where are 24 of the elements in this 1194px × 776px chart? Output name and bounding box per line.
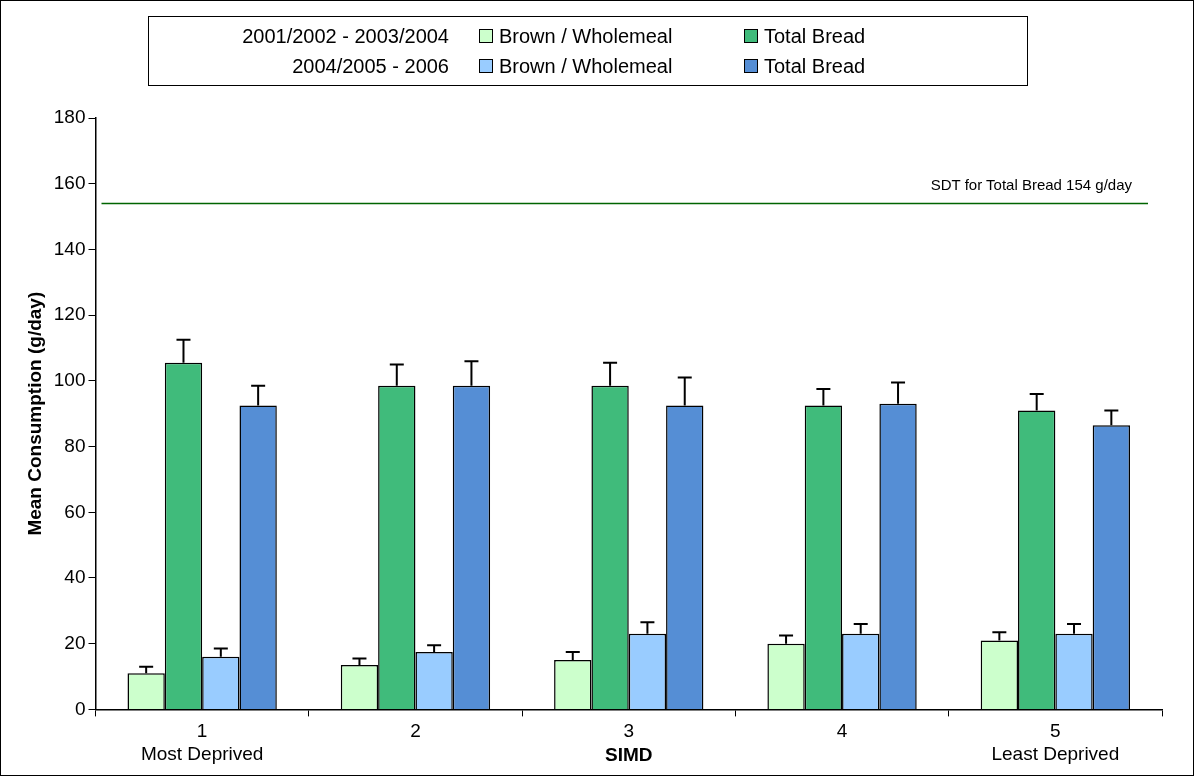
y-tick-label: 120 — [53, 303, 86, 325]
y-tick-label: 20 — [64, 631, 86, 653]
text: 2001/2002 - 2003/2004 — [241, 24, 450, 48]
y-tick-label: 60 — [64, 500, 86, 522]
x-tick-label: 4 — [836, 720, 848, 742]
y-tick-label: 80 — [64, 434, 86, 456]
x-tick-label: 2 — [410, 720, 421, 742]
y-tick-label: 0 — [74, 697, 86, 719]
x-tick-label: 5 Least Deprived — [991, 720, 1120, 764]
y-tick-label: 160 — [53, 171, 86, 193]
y-tick-label: 140 — [53, 237, 86, 259]
text: 2004/2005 - 2006 — [291, 54, 450, 78]
x-axis-title: SIMD — [605, 744, 653, 766]
y-tick-label: 40 — [64, 566, 86, 588]
ref-line-label: SDT for Total Bread 154 g/day — [930, 176, 1133, 194]
legend-label: Brown / Wholemeal — [499, 54, 673, 78]
y-axis-title: Mean Consumption (g/day) — [23, 291, 45, 536]
x-tick-label: 3 — [623, 720, 635, 742]
y-tick-label: 180 — [53, 106, 86, 128]
legend-label: Total Bread — [764, 54, 866, 78]
y-tick-label: 100 — [53, 369, 86, 391]
x-tick-label: 1 Most Deprived — [140, 720, 264, 764]
legend-label: Brown / Wholemeal — [499, 24, 673, 48]
legend-label: Total Bread — [764, 24, 866, 48]
